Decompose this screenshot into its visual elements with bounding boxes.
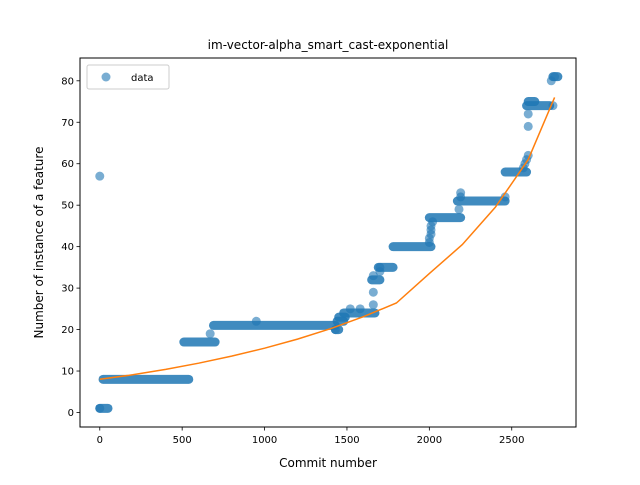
data-point-8 [368,287,378,297]
legend: data [86,64,170,90]
y-tick-label: 50 [61,201,74,212]
data-point-6 [355,304,365,314]
data-point-11 [375,262,385,272]
chart-title: im-vector-alpha_smart_cast-exponential [208,38,449,52]
data-point-1 [95,403,105,413]
data-point-18 [454,204,464,214]
x-tick-label: 2500 [499,435,524,446]
data-point-2 [205,329,215,339]
x-axis-label: Commit number [279,456,377,470]
x-tick-label: 500 [173,435,192,446]
data-point-27 [523,109,533,119]
x-tick-label: 1500 [334,435,359,446]
legend-box [86,64,170,90]
y-tick-label: 70 [61,118,74,129]
y-tick-label: 30 [61,284,74,295]
y-tick-label: 10 [61,367,74,378]
x-tick-label: 0 [97,435,103,446]
data-point-17 [428,217,438,227]
data-point-0 [95,171,105,181]
data-point-5 [345,304,355,314]
plot-area [95,72,563,413]
y-tick-label: 60 [61,159,74,170]
y-tick-label: 40 [61,242,74,253]
data-point-9 [368,271,378,281]
x-tick-label: 2000 [417,435,442,446]
data-point-7 [368,300,378,310]
y-tick-label: 20 [61,325,74,336]
data-point-26 [523,121,533,131]
data-point-3 [251,316,261,326]
y-tick-label: 0 [68,408,74,419]
y-tick-label: 80 [61,76,74,87]
fit-curve [99,97,556,381]
legend-marker-data [101,72,111,82]
axis-ticks: 0 500 1000 1500 2000 2500 0 10 20 30 40 50 60 70 80 [61,76,524,446]
plot-frame [79,57,577,428]
legend-label-data: data [131,73,154,84]
x-tick-label: 1000 [252,435,277,446]
data-point-20 [456,188,466,198]
data-point-21 [500,192,510,202]
data-point-30 [550,72,560,82]
y-axis-label: Number of instance of a feature [32,147,46,339]
